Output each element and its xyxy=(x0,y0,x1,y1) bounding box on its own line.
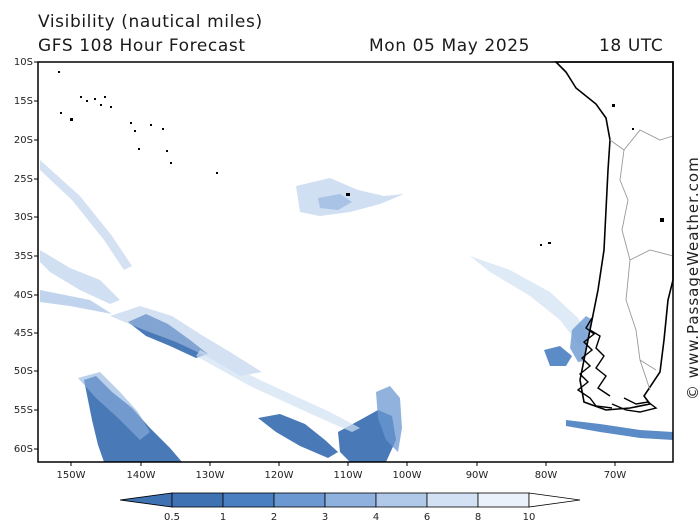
colorbar-segment xyxy=(375,492,428,508)
colorbar-label: 6 xyxy=(424,512,430,523)
islands xyxy=(58,71,664,246)
colorbar-label: 4 xyxy=(373,512,379,523)
colorbar-segment xyxy=(222,492,275,508)
lat-label: 60S xyxy=(14,444,33,455)
lon-label: 120W xyxy=(265,470,294,481)
lon-label: 140W xyxy=(127,470,156,481)
lon-label: 80W xyxy=(535,470,558,481)
fjord-coastline xyxy=(576,317,658,413)
map-title: Visibility (nautical miles) xyxy=(38,12,263,32)
lat-label: 30S xyxy=(14,212,33,223)
colorbar-segment xyxy=(171,492,224,508)
colorbar-label: 1 xyxy=(220,512,226,523)
colorbar-segment xyxy=(477,492,530,508)
colorbar-label: 0.5 xyxy=(164,512,180,523)
map-area xyxy=(38,62,673,462)
latitude-axis: 10S 15S 20S 25S 30S 35S 40S 45S 50S 55S … xyxy=(14,57,38,455)
lon-label: 70W xyxy=(604,470,627,481)
visibility-regions xyxy=(40,62,673,462)
colorbar-segment xyxy=(324,492,377,508)
map-frame xyxy=(37,61,674,463)
lat-label: 45S xyxy=(14,328,33,339)
lat-label: 15S xyxy=(14,96,33,107)
forecast-model-label: GFS 108 Hour Forecast xyxy=(38,36,246,56)
colorbar-arrow-high xyxy=(528,492,581,508)
lat-label: 10S xyxy=(14,57,33,68)
longitude-axis: 150W 140W 130W 120W 110W 100W 90W 80W 70… xyxy=(57,462,627,481)
lon-label: 110W xyxy=(334,470,363,481)
lat-label: 40S xyxy=(14,290,33,301)
colorbar-segment xyxy=(273,492,326,508)
lon-label: 100W xyxy=(393,470,422,481)
colorbar-label: 10 xyxy=(523,512,536,523)
lat-label: 55S xyxy=(14,405,33,416)
colorbar-label: 2 xyxy=(271,512,277,523)
colorbar-arrow-low xyxy=(119,492,173,508)
colorbar-segment xyxy=(426,492,479,508)
copyright-credit: © www.PassageWeather.com xyxy=(684,156,700,400)
forecast-date-label: Mon 05 May 2025 xyxy=(369,36,531,56)
lat-label: 35S xyxy=(14,251,33,262)
forecast-time-label: 18 UTC xyxy=(599,36,664,56)
colorbar: 0.5 1 2 3 4 6 8 10 xyxy=(119,492,581,523)
lat-label: 25S xyxy=(14,174,33,185)
colorbar-label: 8 xyxy=(475,512,481,523)
lat-label: 50S xyxy=(14,366,33,377)
south-america-land xyxy=(554,61,674,411)
country-borders xyxy=(609,129,674,391)
lat-label: 20S xyxy=(14,135,33,146)
lon-label: 150W xyxy=(57,470,86,481)
colorbar-label: 3 xyxy=(322,512,328,523)
lon-label: 130W xyxy=(196,470,225,481)
lon-label: 90W xyxy=(466,470,489,481)
